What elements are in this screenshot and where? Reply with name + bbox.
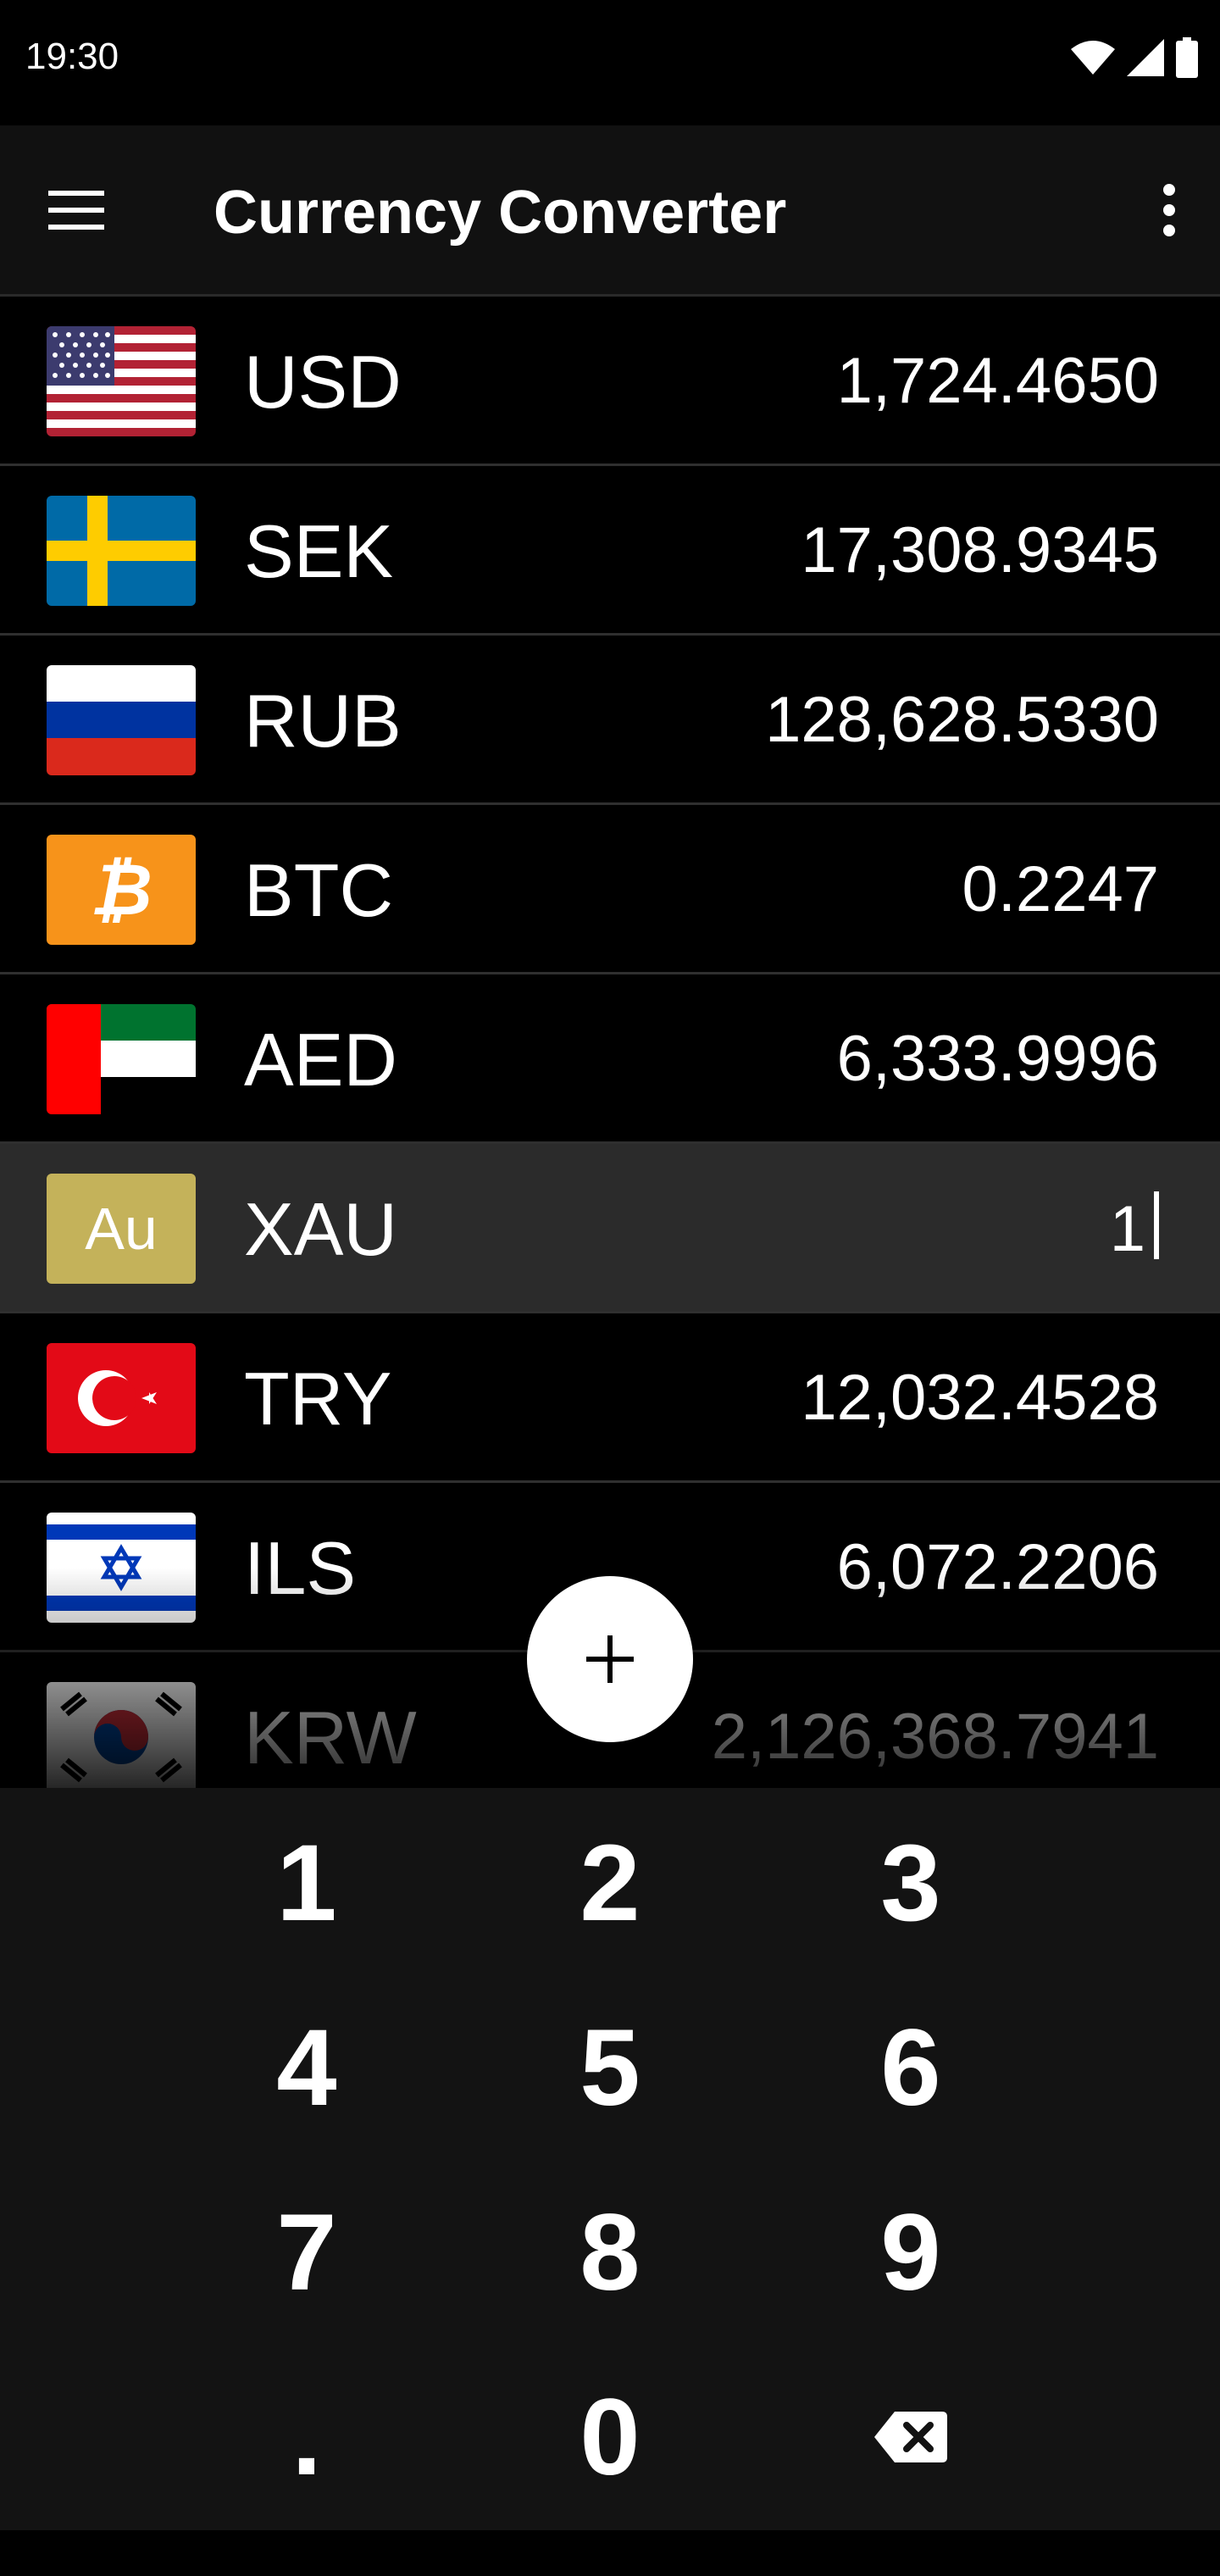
numeric-keypad: 1 2 3 4 5 6 7 8 9 . 0: [0, 1788, 1220, 2530]
bitcoin-symbol: ₿: [90, 849, 152, 930]
currency-value: 2,126,368.7941: [711, 1701, 1159, 1773]
currency-row-rub[interactable]: RUB 128,628.5330: [0, 636, 1220, 805]
currency-value: 128,628.5330: [765, 684, 1159, 756]
currency-value: 1: [1109, 1193, 1145, 1265]
currency-value: 0.2247: [962, 853, 1159, 925]
currency-code: TRY: [244, 1357, 392, 1441]
currency-row-try[interactable]: TRY 12,032.4528: [0, 1313, 1220, 1483]
south-korea-flag-icon: [47, 1682, 196, 1788]
currency-value: 6,072.2206: [836, 1531, 1159, 1603]
currency-code: AED: [244, 1018, 397, 1102]
currency-row-btc[interactable]: ₿ BTC 0.2247: [0, 805, 1220, 974]
key-0[interactable]: 0: [580, 2376, 640, 2498]
currency-value: 17,308.9345: [801, 514, 1159, 586]
menu-button[interactable]: [34, 168, 119, 253]
backspace-button[interactable]: [784, 2352, 1038, 2522]
key-1[interactable]: 1: [276, 1822, 337, 1944]
status-icons: [1071, 34, 1198, 81]
backspace-icon: [874, 2412, 947, 2462]
russia-flag-icon: [47, 665, 196, 775]
currency-code: SEK: [244, 509, 394, 593]
currency-row-usd[interactable]: USD 1,724.4650: [0, 297, 1220, 466]
more-vert-icon: [1163, 184, 1175, 236]
currency-code: RUB: [244, 679, 402, 763]
currency-value: 6,333.9996: [836, 1023, 1159, 1095]
status-time: 19:30: [25, 36, 119, 77]
hamburger-menu-icon: [48, 191, 104, 230]
us-flag-icon: [47, 326, 196, 436]
key-4[interactable]: 4: [276, 2007, 337, 2129]
key-8[interactable]: 8: [580, 2191, 640, 2313]
currency-list: USD 1,724.4650 SEK 17,308.9345 RUB 128,6…: [0, 297, 1220, 1788]
bitcoin-icon: ₿: [47, 835, 196, 945]
add-currency-button[interactable]: [527, 1576, 693, 1742]
gold-icon: Au: [47, 1174, 196, 1284]
currency-code: XAU: [244, 1187, 397, 1271]
status-bar: 19:30: [0, 0, 1220, 125]
currency-row-sek[interactable]: SEK 17,308.9345: [0, 466, 1220, 636]
currency-code: USD: [244, 340, 402, 424]
text-cursor: [1154, 1191, 1159, 1259]
currency-code: KRW: [244, 1696, 417, 1779]
israel-flag-icon: [47, 1513, 196, 1623]
key-9[interactable]: 9: [880, 2191, 941, 2313]
uae-flag-icon: [47, 1004, 196, 1114]
key-6[interactable]: 6: [880, 2007, 941, 2129]
currency-code: BTC: [244, 848, 393, 932]
battery-icon: [1176, 37, 1198, 78]
app-bar: Currency Converter: [0, 125, 1220, 297]
key-3[interactable]: 3: [880, 1822, 941, 1944]
currency-row-aed[interactable]: AED 6,333.9996: [0, 974, 1220, 1144]
currency-row-xau[interactable]: Au XAU 1: [0, 1144, 1220, 1313]
signal-icon: [1127, 39, 1164, 76]
currency-code: ILS: [244, 1526, 357, 1610]
overflow-menu-button[interactable]: [1127, 168, 1212, 253]
currency-input-value[interactable]: 1: [1110, 1191, 1159, 1266]
plus-icon: [586, 1635, 634, 1683]
key-2[interactable]: 2: [580, 1822, 640, 1944]
key-5[interactable]: 5: [580, 2007, 640, 2129]
gold-symbol: Au: [85, 1196, 158, 1262]
key-7[interactable]: 7: [276, 2191, 337, 2313]
key-decimal[interactable]: .: [291, 2376, 322, 2498]
currency-value: 12,032.4528: [801, 1362, 1159, 1434]
turkey-flag-icon: [47, 1343, 196, 1453]
app-title: Currency Converter: [214, 179, 787, 247]
wifi-icon: [1071, 41, 1115, 75]
currency-value: 1,724.4650: [836, 345, 1159, 417]
system-navigation-bar: [0, 2530, 1220, 2576]
sweden-flag-icon: [47, 496, 196, 606]
